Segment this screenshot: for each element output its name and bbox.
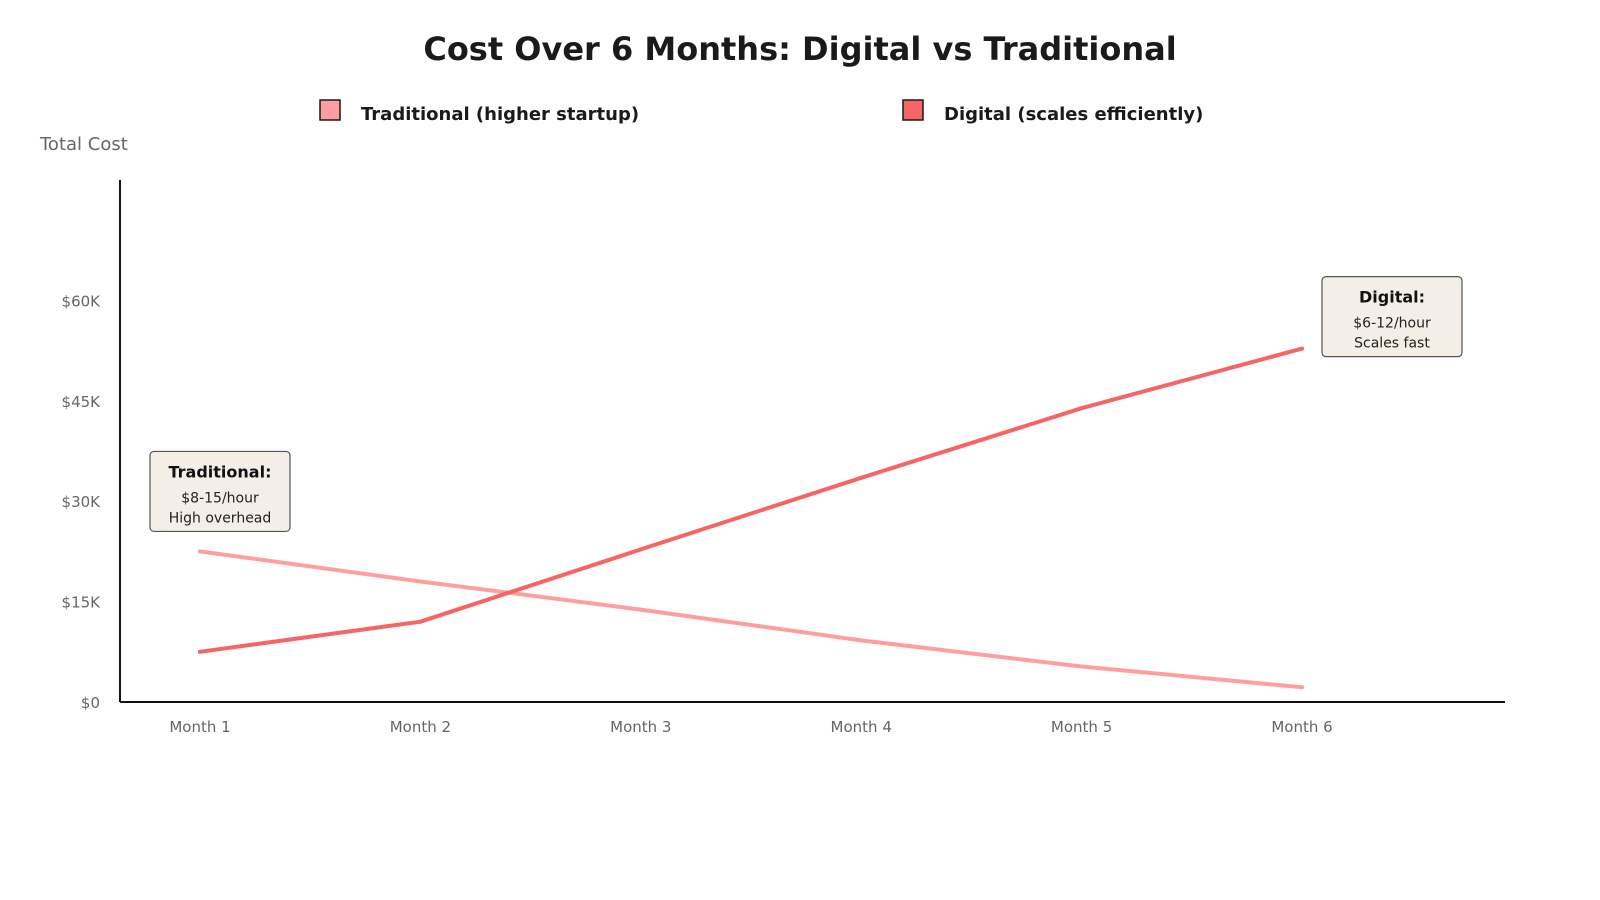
annotation-box (1321, 276, 1463, 358)
annotation-title: Traditional: (169, 462, 272, 481)
data-point-digital-scales-efficiently (638, 547, 643, 552)
series-lines (198, 346, 1304, 690)
annotation-box (149, 450, 291, 533)
y-axis-label: Total Cost (39, 134, 128, 155)
legend: Traditional (higher startup) Digital (sc… (319, 99, 1203, 125)
legend-label-digital: Digital (scales efficiently) (944, 104, 1203, 125)
x-tick-label: Month 1 (169, 718, 230, 736)
y-tick-label: $15K (62, 594, 102, 612)
data-point-digital-scales-efficiently (1300, 346, 1304, 351)
x-tick-label: Month 5 (1051, 718, 1112, 736)
data-point-digital-scales-efficiently (418, 619, 423, 624)
data-point-traditional-higher-startup (638, 607, 643, 612)
legend-label-traditional: Traditional (higher startup) (361, 104, 639, 125)
y-tick-labels: $0 $15K $30K $45K $60K (62, 292, 102, 712)
x-tick-label: Month 2 (390, 718, 451, 736)
y-tick-label: $30K (62, 493, 102, 511)
y-tick-label: $45K (62, 393, 102, 411)
x-tick-label: Month 3 (610, 718, 671, 736)
annotation-traditional: Traditional: $8-15/hour High overhead (149, 450, 291, 533)
x-tick-labels: Month 1 Month 2 Month 3 Month 4 Month 5 Month… (169, 718, 1332, 736)
chart-title: Cost Over 6 Months: Digital vs Tradition… (423, 30, 1176, 68)
data-point-digital-scales-efficiently (198, 649, 202, 654)
legend-swatch-traditional (319, 99, 341, 121)
x-tick-label: Month 6 (1271, 718, 1332, 736)
annotations: Traditional: $8-15/hour High overhead Digit… (149, 276, 1463, 533)
data-point-digital-scales-efficiently (1079, 406, 1084, 411)
legend-swatch-digital (902, 99, 924, 121)
annotation-digital: Digital: $6-12/hour Scales fast (1321, 276, 1463, 358)
legend-item-traditional: Traditional (higher startup) (319, 99, 639, 125)
annotation-title: Digital: (1359, 288, 1425, 307)
data-point-traditional-higher-startup (198, 549, 202, 554)
annotation-line: High overhead (169, 510, 272, 526)
legend-item-digital: Digital (scales efficiently) (902, 99, 1203, 125)
annotation-line: $8-15/hour (181, 490, 259, 506)
y-tick-label: $60K (62, 292, 102, 310)
series-line-traditional-higher-startup (198, 549, 1304, 690)
data-point-traditional-higher-startup (859, 638, 864, 643)
y-tick-label: $0 (81, 694, 100, 712)
data-point-digital-scales-efficiently (859, 475, 864, 480)
data-point-traditional-higher-startup (1300, 685, 1304, 690)
data-point-traditional-higher-startup (418, 579, 423, 584)
series-line-digital-scales-efficiently (198, 346, 1304, 654)
data-point-traditional-higher-startup (1079, 664, 1084, 669)
x-tick-label: Month 4 (831, 718, 892, 736)
annotation-line: $6-12/hour (1353, 316, 1431, 332)
annotation-line: Scales fast (1354, 336, 1430, 352)
